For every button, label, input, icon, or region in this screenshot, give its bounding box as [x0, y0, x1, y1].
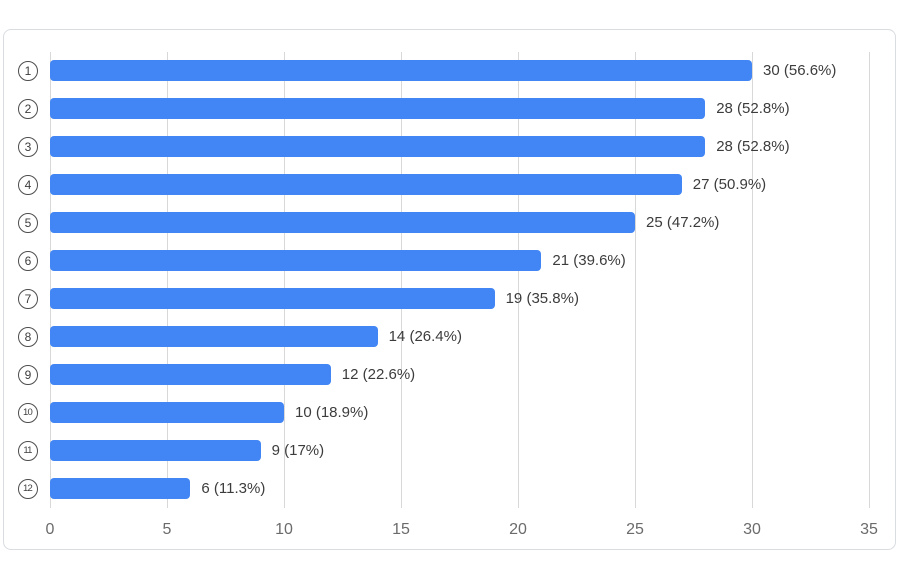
bar-row: 4 27 (50.9%): [18, 166, 869, 204]
bar-value-label: 19 (35.8%): [505, 290, 579, 307]
x-axis-tick-label: 5: [162, 521, 172, 538]
category-label: 11: [18, 441, 38, 461]
x-axis-tick-label: 20: [509, 521, 527, 538]
bar-value-label: 30 (56.6%): [763, 62, 837, 79]
bar-value-label: 12 (22.6%): [341, 366, 416, 383]
category-label: 8: [18, 327, 38, 347]
bar[interactable]: [50, 364, 331, 385]
gridline: [50, 52, 51, 508]
bar[interactable]: [50, 326, 378, 347]
bar-row: 10 10 (18.9%): [18, 394, 869, 432]
bar-value-label: 25 (47.2%): [646, 214, 720, 231]
bar-value-label: 21 (39.6%): [552, 252, 626, 269]
bar-row: 5 25 (47.2%): [18, 204, 869, 242]
x-axis-tick-label: 35: [860, 521, 878, 538]
bar[interactable]: [50, 98, 706, 119]
bar-value-label: 28 (52.8%): [716, 100, 790, 117]
bar[interactable]: [50, 174, 682, 195]
bar-row: 7 19 (35.8%): [18, 280, 869, 318]
gridline: [401, 52, 402, 508]
bar[interactable]: [50, 478, 191, 499]
bar-row: 9 12 (22.6%): [18, 356, 869, 394]
bar-row: 12 6 (11.3%): [18, 470, 869, 508]
bar-row: 6 21 (39.6%): [18, 242, 869, 280]
category-label: 3: [18, 137, 38, 157]
bar[interactable]: [50, 250, 542, 271]
bar-value-label: 9 (17%): [271, 442, 325, 459]
bar[interactable]: [50, 288, 495, 309]
bar-row: 8 14 (26.4%): [18, 318, 869, 356]
category-label: 2: [18, 99, 38, 119]
gridline: [518, 52, 519, 508]
x-axis: 0 5 10 15 20 25 30 35: [46, 519, 878, 541]
bar-value-label: 28 (52.8%): [716, 138, 790, 155]
gridline: [167, 52, 168, 508]
category-label: 5: [18, 213, 38, 233]
gridline: [752, 52, 753, 508]
bar[interactable]: [50, 440, 261, 461]
x-axis-tick-label: 10: [275, 521, 293, 538]
gridline: [284, 52, 285, 508]
bar-value-label: 10 (18.9%): [294, 404, 369, 421]
category-label: 4: [18, 175, 38, 195]
category-label: 10: [18, 403, 38, 423]
bar-row: 3 28 (52.8%): [18, 128, 869, 166]
bar-value-label: 27 (50.9%): [692, 176, 767, 193]
category-label: 1: [18, 61, 38, 81]
x-axis-tick-label: 15: [392, 521, 410, 538]
chart-card: 1 30 (56.6%) 2 28 (52.8%) 3 28 (52.8%) 4 27 (50…: [3, 29, 896, 550]
category-label: 6: [18, 251, 38, 271]
category-label: 12: [18, 479, 38, 499]
x-axis-tick-label: 30: [743, 521, 761, 538]
bar-value-label: 6 (11.3%): [201, 480, 266, 497]
bar[interactable]: [50, 60, 752, 81]
gridline: [869, 52, 870, 508]
bar[interactable]: [50, 136, 706, 157]
bar-value-label: 14 (26.4%): [388, 328, 462, 345]
bar-row: 11 9 (17%): [18, 432, 869, 470]
category-label: 9: [18, 365, 38, 385]
x-axis-tick-label: 25: [626, 521, 644, 538]
bar-row: 1 30 (56.6%): [18, 52, 869, 90]
category-label: 7: [18, 289, 38, 309]
gridline: [635, 52, 636, 508]
bar-row: 2 28 (52.8%): [18, 90, 869, 128]
plot-area: 1 30 (56.6%) 2 28 (52.8%) 3 28 (52.8%) 4 27 (50…: [18, 52, 870, 508]
bar[interactable]: [50, 402, 284, 423]
x-axis-tick-label: 0: [45, 521, 55, 538]
bar[interactable]: [50, 212, 635, 233]
